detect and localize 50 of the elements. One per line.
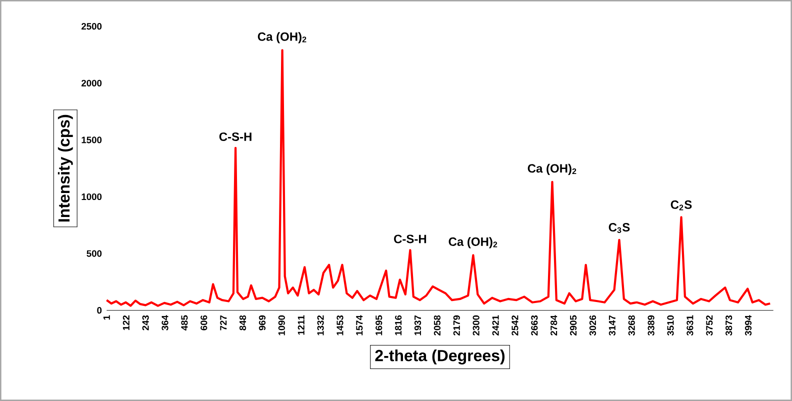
x-axis-title: 2-theta (Degrees) <box>375 350 505 364</box>
x-tick-label: 3873 <box>726 315 732 336</box>
x-tick-label: 243 <box>142 315 149 330</box>
annotation: C-S-H <box>219 132 252 141</box>
x-tick-label: 485 <box>181 315 188 330</box>
y-tick-label: 0 <box>97 307 102 314</box>
annotation: C$_{2}$S <box>670 200 692 210</box>
x-tick-label: 3994 <box>744 315 752 336</box>
annotation: C-S-H <box>394 234 426 244</box>
x-tick-label: 3510 <box>667 315 674 336</box>
x-tick-label: 3389 <box>648 315 654 336</box>
x-tick-label: 3147 <box>608 315 616 336</box>
y-tick-label: 1500 <box>82 136 102 144</box>
x-tick-label: 364 <box>162 315 168 330</box>
y-tick-label: 1000 <box>82 193 102 200</box>
y-tick-label: 2000 <box>82 80 102 86</box>
x-tick-label: 2058 <box>434 315 440 336</box>
x-tick-label: 1695 <box>376 315 382 336</box>
x-tick-label: 2179 <box>453 315 460 336</box>
x-tick-label: 1211 <box>298 315 304 335</box>
x-tick-label: 1816 <box>395 315 402 336</box>
x-tick-label: 2663 <box>531 315 538 336</box>
x-tick-label: 1453 <box>336 315 344 336</box>
x-tick-label: 1 <box>103 315 110 320</box>
x-tick-label: 2905 <box>570 315 577 336</box>
annotation: Ca (OH)$_{2}$ <box>258 32 306 44</box>
line-series <box>106 49 772 307</box>
x-tick-label: 1332 <box>317 315 324 336</box>
x-tick-label: 1574 <box>356 315 363 336</box>
x-tick-label: 2542 <box>512 315 518 336</box>
annotation: C$_{3}$S <box>608 223 630 233</box>
x-tick-label: 122 <box>122 315 130 330</box>
annotation: Ca (OH)$_{2}$ <box>528 164 576 176</box>
y-tick-label: 500 <box>86 250 102 257</box>
y-tick-label: 2500 <box>82 23 102 30</box>
x-tick-label: 2300 <box>472 315 480 336</box>
x-tick-label: 727 <box>220 315 227 330</box>
x-tick-label: 848 <box>239 315 246 330</box>
x-tick-label: 3026 <box>589 315 596 336</box>
x-tick-label: 969 <box>258 315 266 330</box>
x-tick-label: 1090 <box>278 315 285 336</box>
y-axis-title: Intensity (cps) <box>58 114 73 222</box>
x-tick-label: 2421 <box>492 315 499 336</box>
annotation: Ca (OH)$_{2}$ <box>448 237 498 248</box>
x-tick-label: 3752 <box>706 315 713 336</box>
x-tick-label: 1937 <box>414 315 422 336</box>
x-tick-label: 606 <box>200 315 208 330</box>
x-tick-label: 2784 <box>550 315 558 336</box>
x-tick-label: 3631 <box>686 315 694 336</box>
x-tick-label: 3268 <box>628 315 635 336</box>
